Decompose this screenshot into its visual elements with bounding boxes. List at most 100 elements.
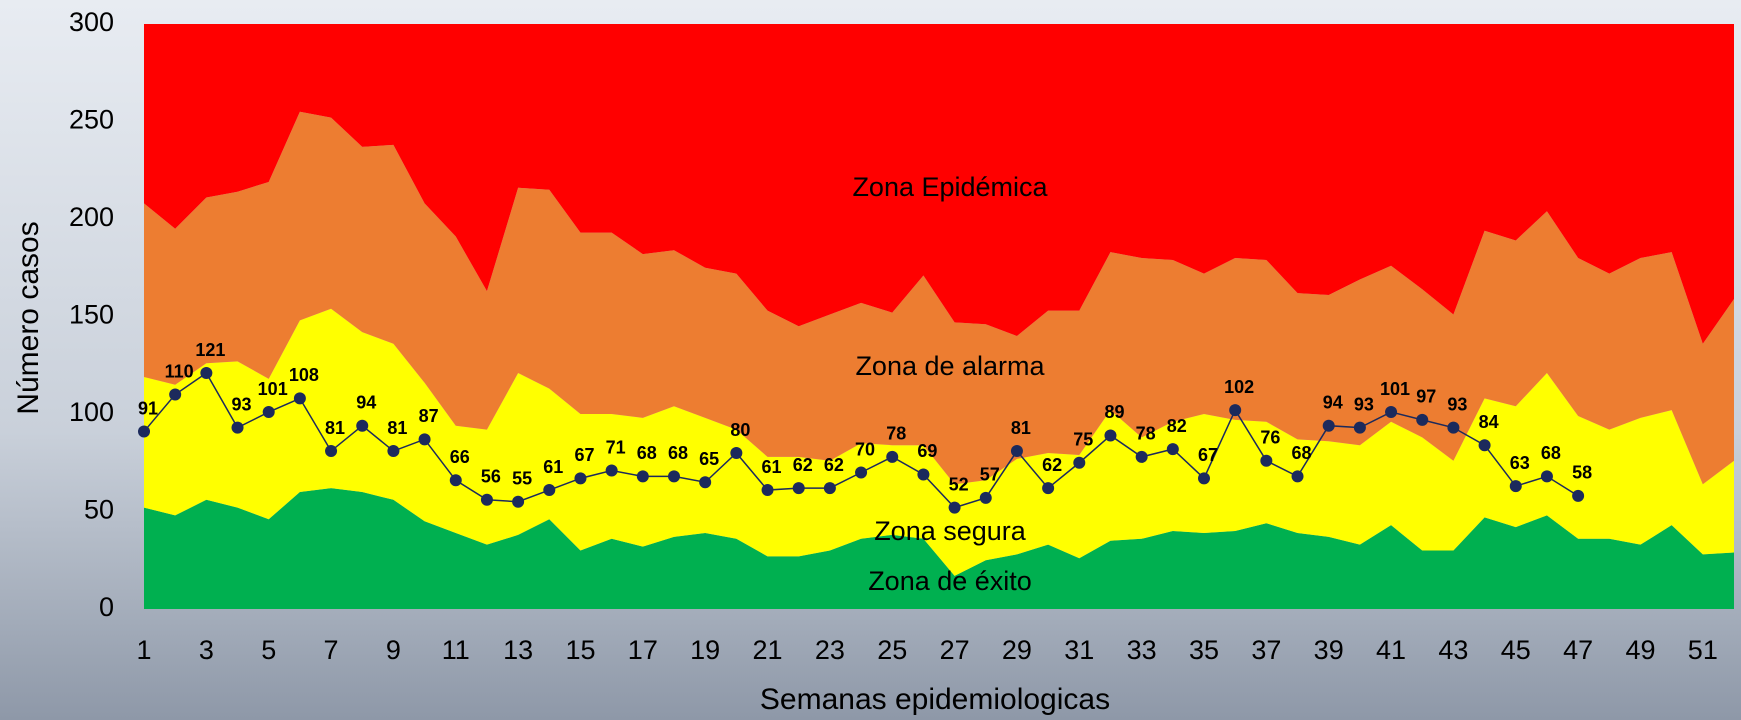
data-label: 93 — [1447, 394, 1467, 414]
zone-label: Zona segura — [874, 516, 1027, 546]
case-point — [200, 367, 212, 379]
x-tick-label: 31 — [1064, 635, 1094, 665]
case-point — [1416, 414, 1428, 426]
data-label: 93 — [232, 394, 252, 414]
x-tick-label: 21 — [753, 635, 783, 665]
data-label: 52 — [949, 474, 969, 494]
case-point — [917, 468, 929, 480]
case-point — [1323, 420, 1335, 432]
data-label: 94 — [356, 392, 376, 412]
data-label: 65 — [699, 449, 719, 469]
x-tick-label: 7 — [324, 635, 339, 665]
case-point — [1510, 480, 1522, 492]
x-tick-label: 49 — [1625, 635, 1655, 665]
plot-area: Zona de éxito Zona segura Zona de alarma Zo… — [69, 7, 1734, 665]
case-point — [1260, 455, 1272, 467]
zone-label: Zona de alarma — [855, 351, 1045, 381]
x-tick-label: 43 — [1438, 635, 1468, 665]
case-point — [1354, 422, 1366, 434]
case-point — [699, 476, 711, 488]
data-label: 81 — [325, 418, 345, 438]
data-label: 102 — [1224, 377, 1254, 397]
data-label: 91 — [138, 398, 158, 418]
data-label: 61 — [762, 457, 782, 477]
y-tick-label: 100 — [69, 397, 114, 427]
data-label: 97 — [1416, 387, 1436, 407]
case-point — [949, 502, 961, 514]
case-point — [1104, 429, 1116, 441]
x-tick-label: 29 — [1002, 635, 1032, 665]
case-point — [793, 482, 805, 494]
data-label: 68 — [637, 443, 657, 463]
x-tick-label: 39 — [1314, 635, 1344, 665]
x-tick-label: 35 — [1189, 635, 1219, 665]
data-label: 56 — [481, 467, 501, 487]
x-tick-label: 15 — [565, 635, 595, 665]
case-point — [1541, 470, 1553, 482]
data-label: 75 — [1073, 430, 1093, 450]
y-tick-label: 200 — [69, 202, 114, 232]
data-label: 78 — [1136, 424, 1156, 444]
case-point — [855, 467, 867, 479]
y-tick-label: 150 — [69, 300, 114, 330]
data-label: 108 — [289, 365, 319, 385]
data-label: 81 — [387, 418, 407, 438]
case-point — [824, 482, 836, 494]
case-point — [1198, 472, 1210, 484]
data-label: 70 — [855, 439, 875, 459]
case-point — [637, 470, 649, 482]
data-label: 61 — [543, 457, 563, 477]
case-point — [543, 484, 555, 496]
y-axis-title: Número casos — [12, 221, 45, 414]
data-label: 82 — [1167, 416, 1187, 436]
case-point — [668, 470, 680, 482]
case-point — [1447, 422, 1459, 434]
x-tick-label: 17 — [628, 635, 658, 665]
x-tick-label: 19 — [690, 635, 720, 665]
data-label: 71 — [606, 437, 626, 457]
data-label: 110 — [165, 361, 194, 381]
x-tick-label: 3 — [199, 635, 214, 665]
page: {"chart_data": { "type": "stacked_area",… — [0, 0, 1741, 720]
data-label: 121 — [195, 340, 225, 360]
case-point — [325, 445, 337, 457]
x-tick-label: 1 — [136, 635, 151, 665]
x-tick-label: 51 — [1688, 635, 1718, 665]
data-label: 94 — [1323, 392, 1343, 412]
x-tick-label: 11 — [442, 635, 470, 665]
case-point — [263, 406, 275, 418]
x-tick-label: 13 — [503, 635, 533, 665]
case-point — [1229, 404, 1241, 416]
x-tick-label: 47 — [1563, 635, 1593, 665]
data-label: 68 — [1541, 443, 1561, 463]
case-point — [232, 422, 244, 434]
data-label: 67 — [1198, 445, 1218, 465]
x-axis-title: Semanas epidemiologicas — [760, 683, 1110, 716]
data-label: 93 — [1354, 394, 1374, 414]
case-point — [1073, 457, 1085, 469]
x-tick-label: 23 — [815, 635, 845, 665]
case-point — [512, 496, 524, 508]
data-label: 57 — [980, 465, 1000, 485]
data-label: 84 — [1479, 412, 1499, 432]
case-point — [1292, 470, 1304, 482]
case-point — [1167, 443, 1179, 455]
zone-label: Zona Epidémica — [852, 172, 1048, 202]
zone-label: Zona de éxito — [868, 566, 1032, 596]
data-label: 81 — [1011, 418, 1031, 438]
case-point — [1479, 439, 1491, 451]
case-point — [762, 484, 774, 496]
data-label: 78 — [886, 424, 906, 444]
chart: Zona de éxito Zona segura Zona de alarma Zo… — [0, 0, 1741, 720]
case-point — [169, 389, 181, 401]
data-label: 63 — [1510, 453, 1530, 473]
data-label: 89 — [1104, 402, 1124, 422]
case-point — [294, 392, 306, 404]
case-point — [138, 426, 150, 438]
data-label: 62 — [824, 455, 844, 475]
data-label: 76 — [1260, 428, 1280, 448]
data-label: 66 — [450, 447, 470, 467]
case-point — [481, 494, 493, 506]
data-label: 87 — [419, 406, 439, 426]
case-point — [886, 451, 898, 463]
